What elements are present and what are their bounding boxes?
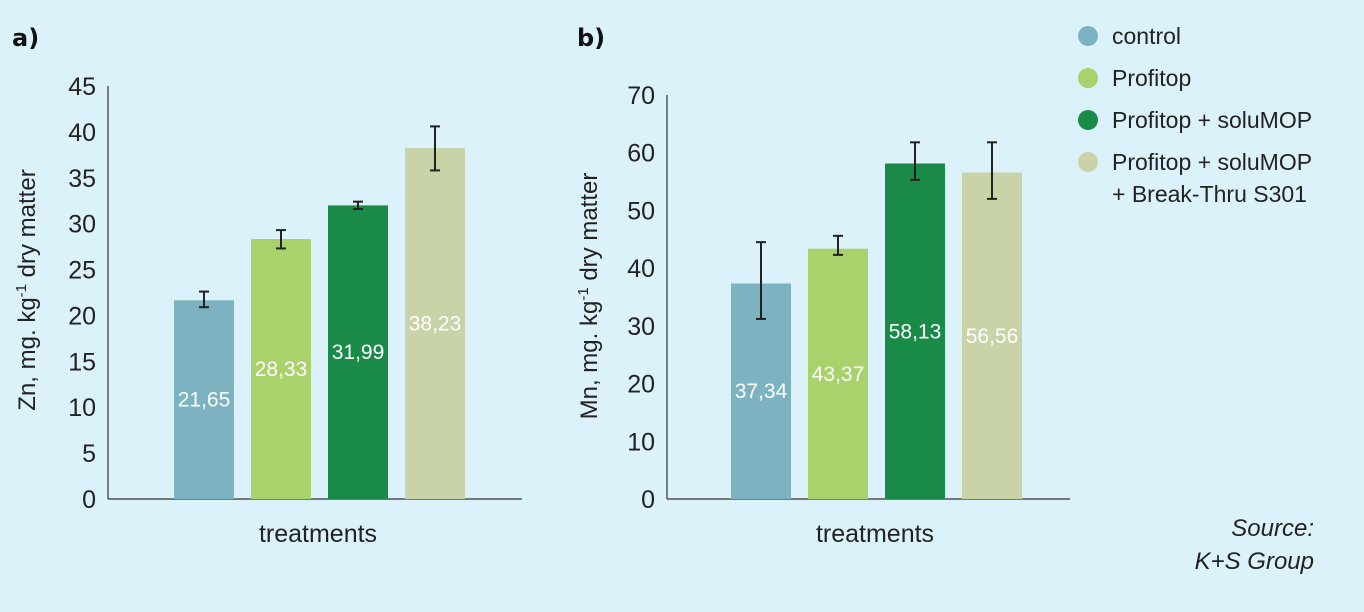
legend-swatch-profitop-solumop-breakthru (1078, 152, 1098, 172)
y-tick-label: 20 (68, 302, 96, 330)
bar (174, 300, 234, 499)
legend-item-profitop-solumop: Profitop + soluMOP (1076, 104, 1356, 137)
bar (885, 163, 945, 500)
panel-label: a) (12, 24, 39, 52)
y-tick-label: 30 (68, 211, 96, 239)
y-tick-label: 5 (82, 440, 96, 468)
legend-label-profitop-solumop-breakthru-line2: + Break-Thru S301 (1112, 181, 1307, 207)
legend-label-profitop-solumop: Profitop + soluMOP (1112, 107, 1313, 133)
y-tick-label: 35 (68, 165, 96, 193)
data-label: 56,56 (966, 325, 1019, 348)
y-tick-label: 60 (627, 140, 655, 168)
y-tick-label: 25 (68, 257, 96, 285)
y-tick-label: 20 (627, 371, 655, 399)
legend-swatch-control (1078, 26, 1098, 46)
data-label: 43,37 (812, 363, 865, 386)
y-tick-label: 40 (627, 255, 655, 283)
y-axis-label: Mn, mg. kg-1 dry matter (575, 173, 603, 420)
bar (251, 238, 311, 499)
legend-item-profitop-solumop-breakthru: Profitop + soluMOP + Break-Thru S301 (1076, 146, 1356, 210)
y-tick-label: 0 (641, 486, 655, 514)
legend-label-profitop-solumop-breakthru: Profitop + soluMOP (1112, 149, 1313, 175)
bar (405, 148, 465, 500)
y-tick-label: 10 (68, 394, 96, 422)
panel-label: b) (577, 24, 605, 52)
y-tick-label: 45 (68, 73, 96, 101)
legend-label-control: control (1112, 23, 1182, 49)
y-axis-label: Zn, mg. kg-1 dry matter (13, 169, 41, 410)
y-tick-label: 15 (68, 348, 96, 376)
data-label: 28,33 (255, 358, 308, 381)
data-label: 58,13 (889, 320, 942, 343)
legend-label-profitop: Profitop (1112, 65, 1192, 91)
legend-swatch-profitop (1078, 68, 1098, 88)
chart-b-mn: b) 0 10 20 30 40 50 60 70 Mn, mg. kg-1 dry matter… (575, 24, 1070, 548)
data-label: 37,34 (735, 380, 788, 403)
y-tick-label: 0 (82, 486, 96, 514)
x-axis-label: treatments (816, 520, 934, 548)
data-label: 21,65 (178, 389, 231, 412)
legend-swatch-profitop-solumop (1078, 110, 1098, 130)
legend-item-profitop: Profitop (1076, 62, 1356, 95)
y-tick-label: 40 (68, 119, 96, 147)
data-label: 31,99 (332, 341, 385, 364)
y-tick-label: 10 (627, 428, 655, 456)
bar (962, 172, 1022, 499)
source-note: Source: K+S Group (1195, 512, 1314, 578)
bar (808, 248, 868, 499)
y-tick-label: 70 (627, 82, 655, 110)
x-axis-label: treatments (259, 520, 377, 548)
legend-item-control: control (1076, 20, 1356, 53)
chart-a-zn: a) 0 5 10 15 20 25 30 35 40 45 Zn, mg. kg-1 dry mat… (12, 24, 522, 548)
y-tick-label: 30 (627, 313, 655, 341)
bar (328, 205, 388, 499)
source-name: K+S Group (1194, 548, 1314, 575)
y-tick-label: 50 (627, 197, 655, 225)
source-label: Source: (1231, 515, 1314, 542)
data-label: 38,23 (409, 313, 462, 336)
legend: control Profitop Profitop + soluMOP Prof… (1076, 20, 1356, 219)
